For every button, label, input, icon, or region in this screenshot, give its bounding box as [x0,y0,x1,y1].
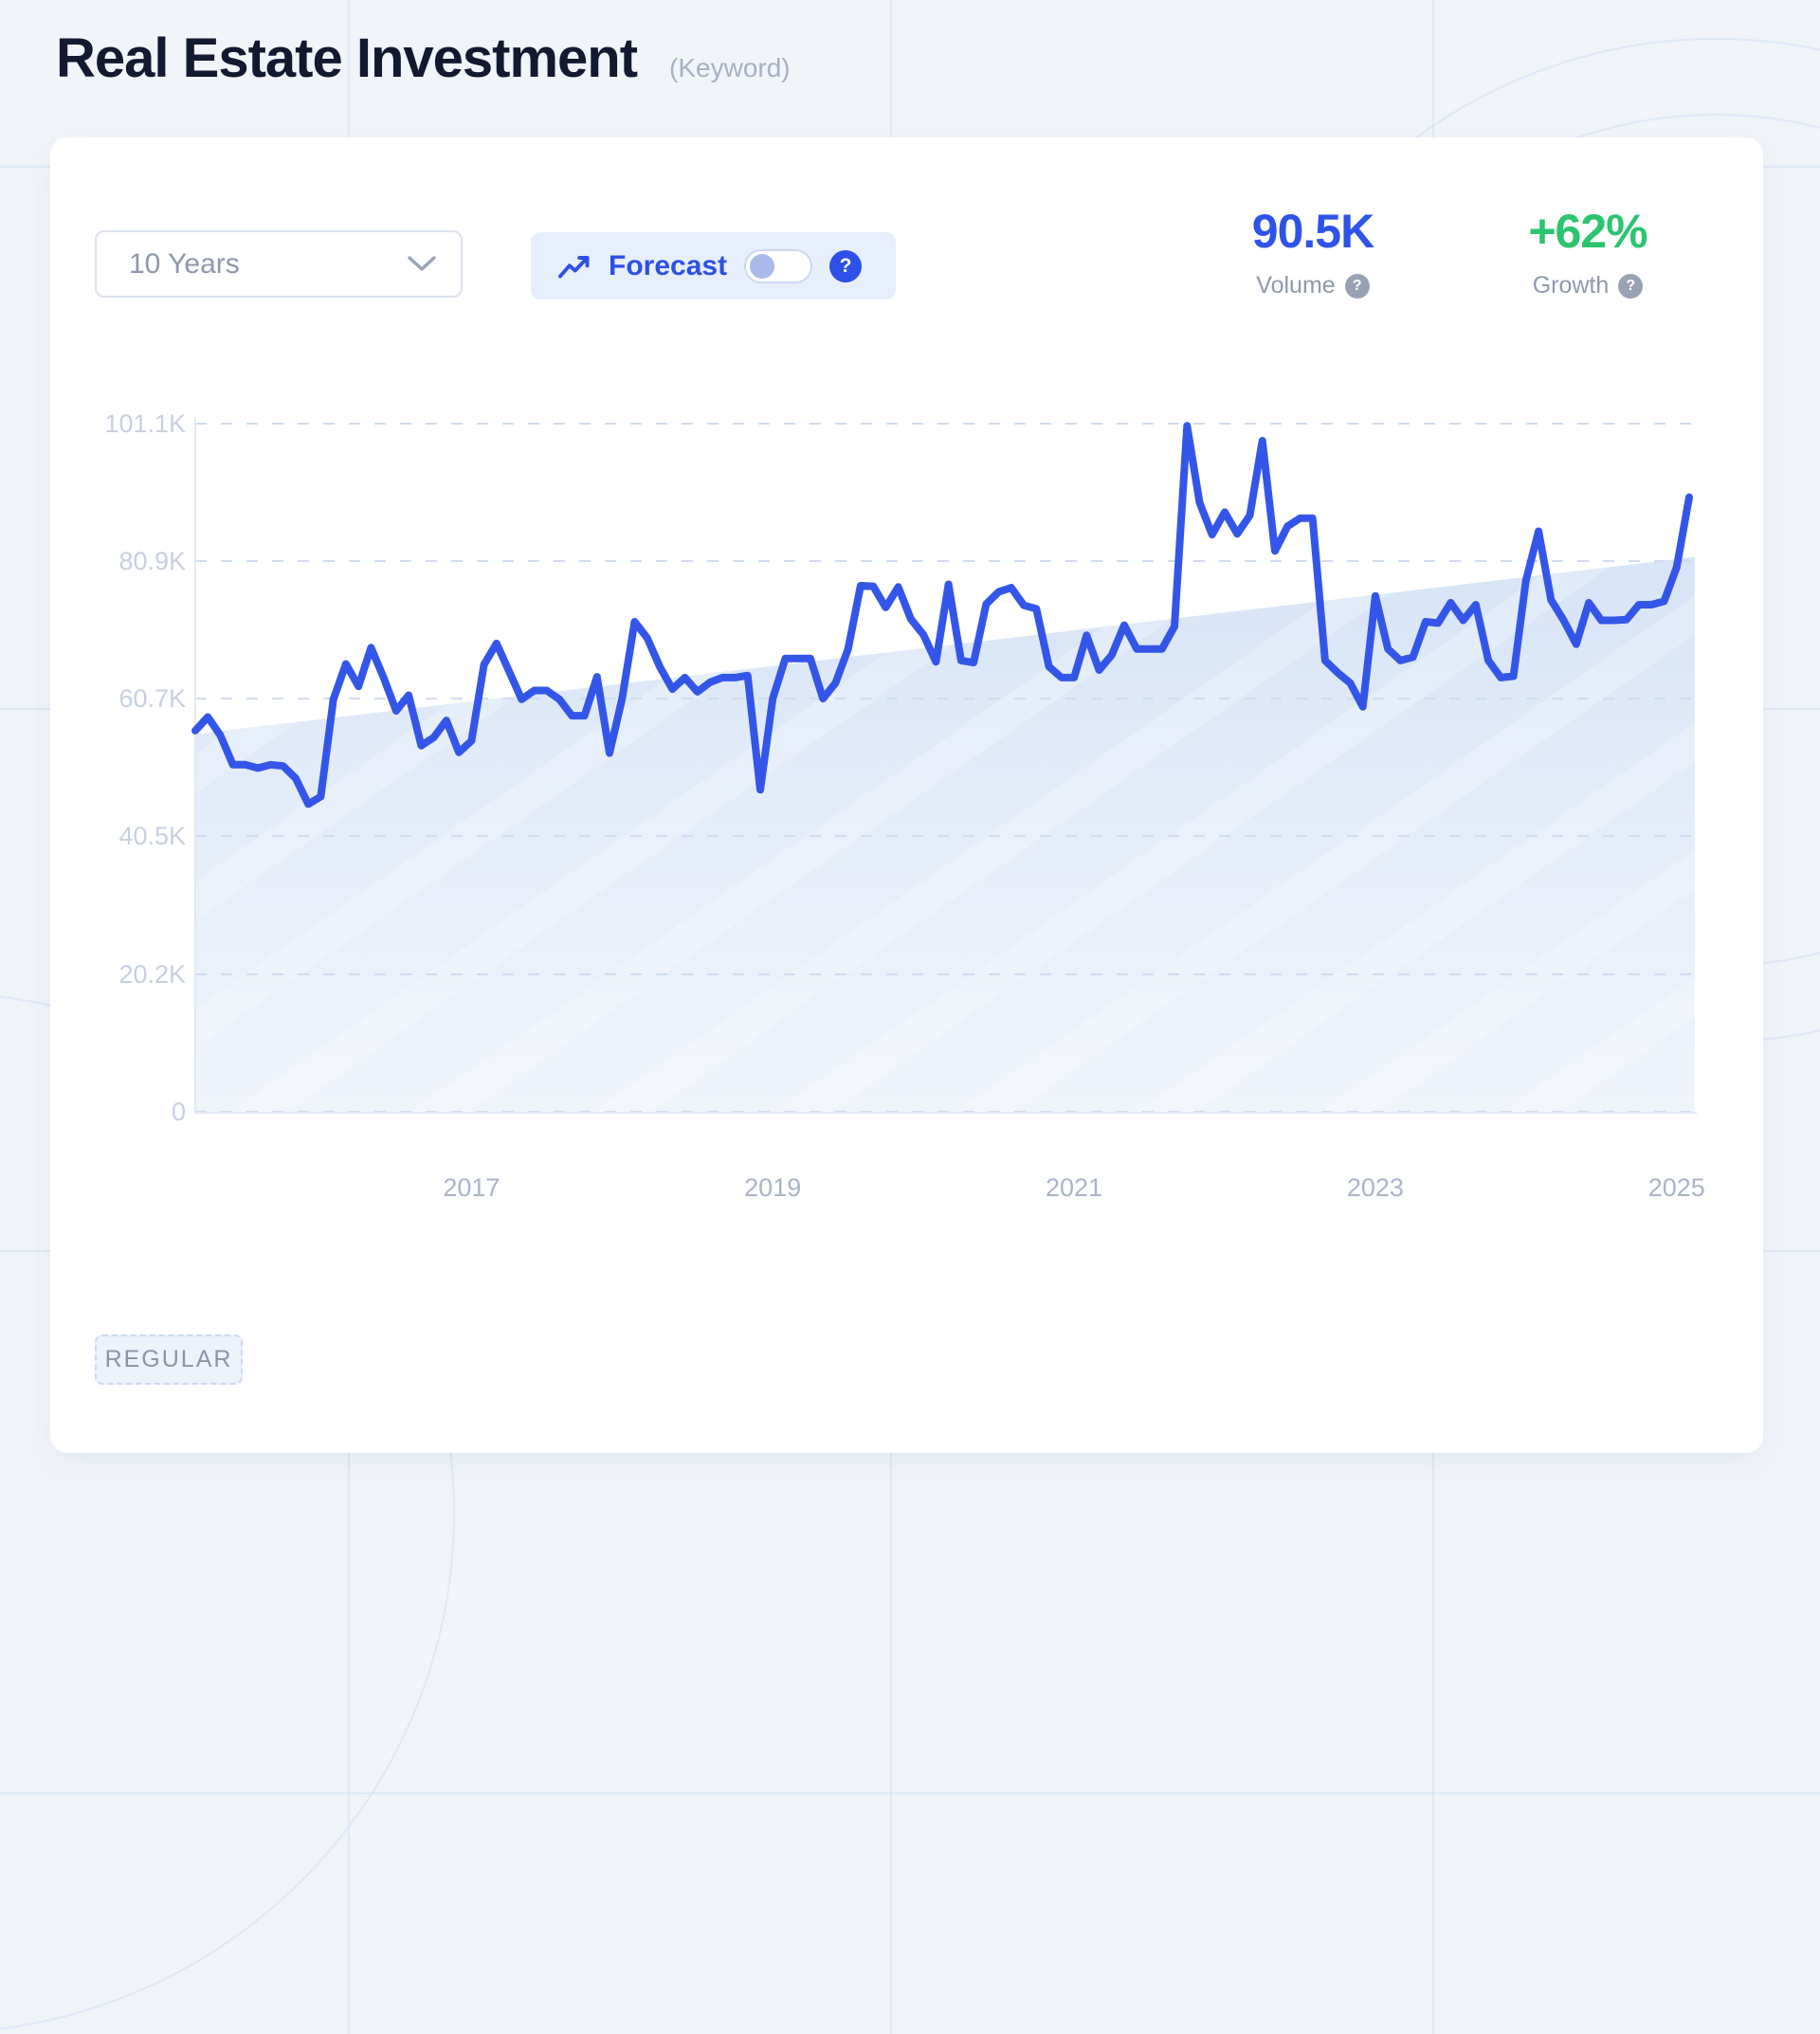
y-tick-label: 40.5K [118,822,186,851]
forecast-toggle[interactable] [744,248,813,283]
time-range-value: 10 Years [129,247,240,280]
growth-value: +62% [1528,205,1647,258]
growth-help-icon[interactable]: ? [1618,273,1644,299]
volume-value: 90.5K [1251,205,1374,258]
volume-help-icon[interactable]: ? [1344,273,1370,299]
page-title: Real Estate Investment [56,27,638,89]
chevron-down-icon [408,256,436,271]
trend-card: 10 Years Forecast ? 90.5K Volume ? +62% … [50,137,1763,1453]
volume-line-series [191,422,1693,808]
volume-stat: 90.5K Volume ? [1209,204,1417,300]
x-tick-label: 2023 [1346,1173,1404,1202]
y-tick-label: 60.7K [118,684,186,714]
time-range-dropdown[interactable]: 10 Years [95,230,463,298]
y-tick-label: 0 [171,1098,186,1126]
volume-trend-chart[interactable] [50,137,1763,1453]
y-tick-label: 80.9K [118,547,186,576]
x-tick-label: 2025 [1647,1173,1705,1202]
trending-up-icon [558,255,590,278]
header: Real Estate Investment (Keyword) [56,27,791,90]
regular-tag[interactable]: REGULAR [95,1335,243,1385]
growth-stat: +62% Growth ? [1483,204,1692,300]
x-tick-label: 2019 [744,1173,802,1202]
axes [194,417,1697,1114]
y-tick-label: 101.1K [104,409,186,438]
x-tick-label: 2021 [1046,1173,1103,1202]
growth-label: Growth [1532,272,1610,299]
forecast-button[interactable]: Forecast ? [531,232,896,300]
x-tick-label: 2017 [443,1173,500,1202]
forecast-label: Forecast [609,249,728,281]
forecast-trend-area [195,556,1695,1112]
y-tick-label: 20.2K [118,959,186,989]
toggle-knob [750,253,775,279]
page-subtitle: (Keyword) [669,53,791,82]
forecast-help-icon[interactable]: ? [829,249,863,282]
volume-label: Volume [1256,272,1336,299]
